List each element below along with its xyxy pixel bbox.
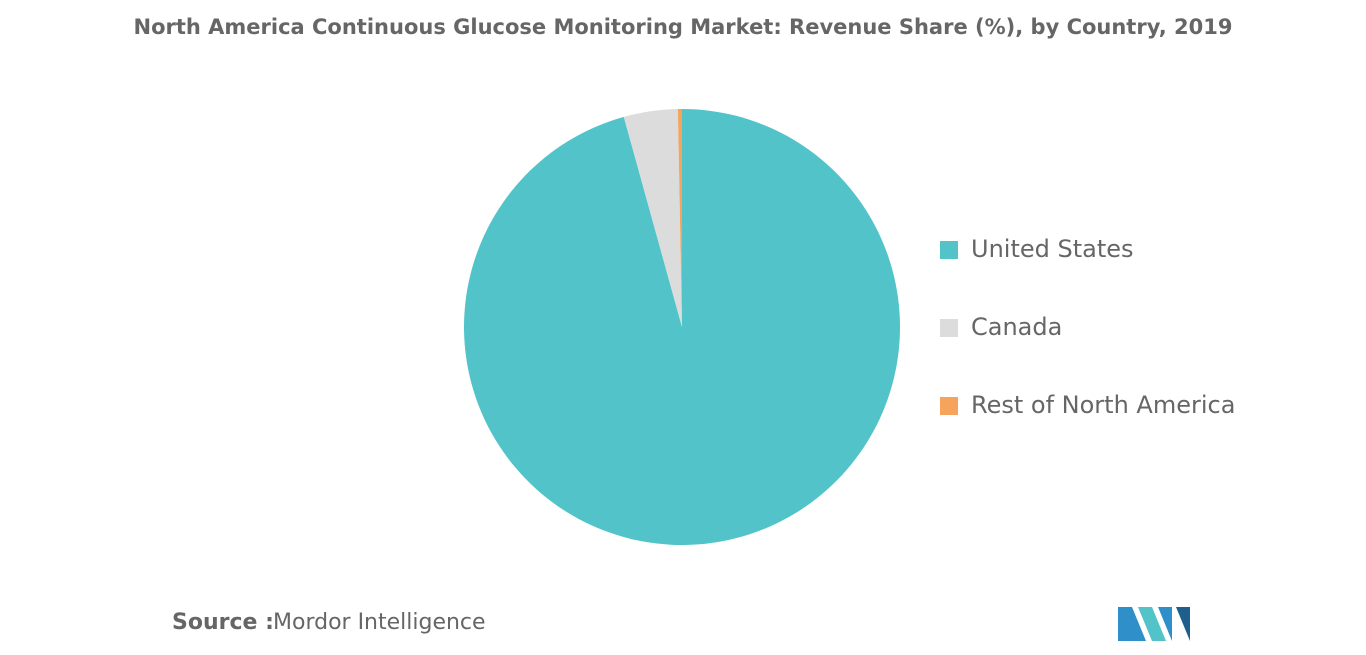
source-label: Source :	[172, 610, 274, 635]
pie-slice	[623, 109, 682, 327]
legend-swatch	[940, 397, 958, 415]
logo-shape	[1176, 607, 1190, 641]
logo-shape	[1158, 607, 1172, 641]
legend-label: Rest of North America	[971, 391, 1235, 419]
legend-label: United States	[971, 235, 1134, 263]
legend: United States Canada Rest of North America	[940, 235, 1235, 419]
logo-shape	[1118, 607, 1146, 641]
logo	[1118, 607, 1190, 641]
logo-shape	[1138, 607, 1166, 641]
pie-slice	[677, 109, 682, 327]
legend-swatch	[940, 319, 958, 337]
legend-swatch	[940, 241, 958, 259]
legend-label: Canada	[971, 313, 1062, 341]
chart-title: North America Continuous Glucose Monitor…	[134, 15, 1233, 39]
source-text: Mordor Intelligence	[273, 610, 486, 635]
pie	[464, 109, 900, 545]
